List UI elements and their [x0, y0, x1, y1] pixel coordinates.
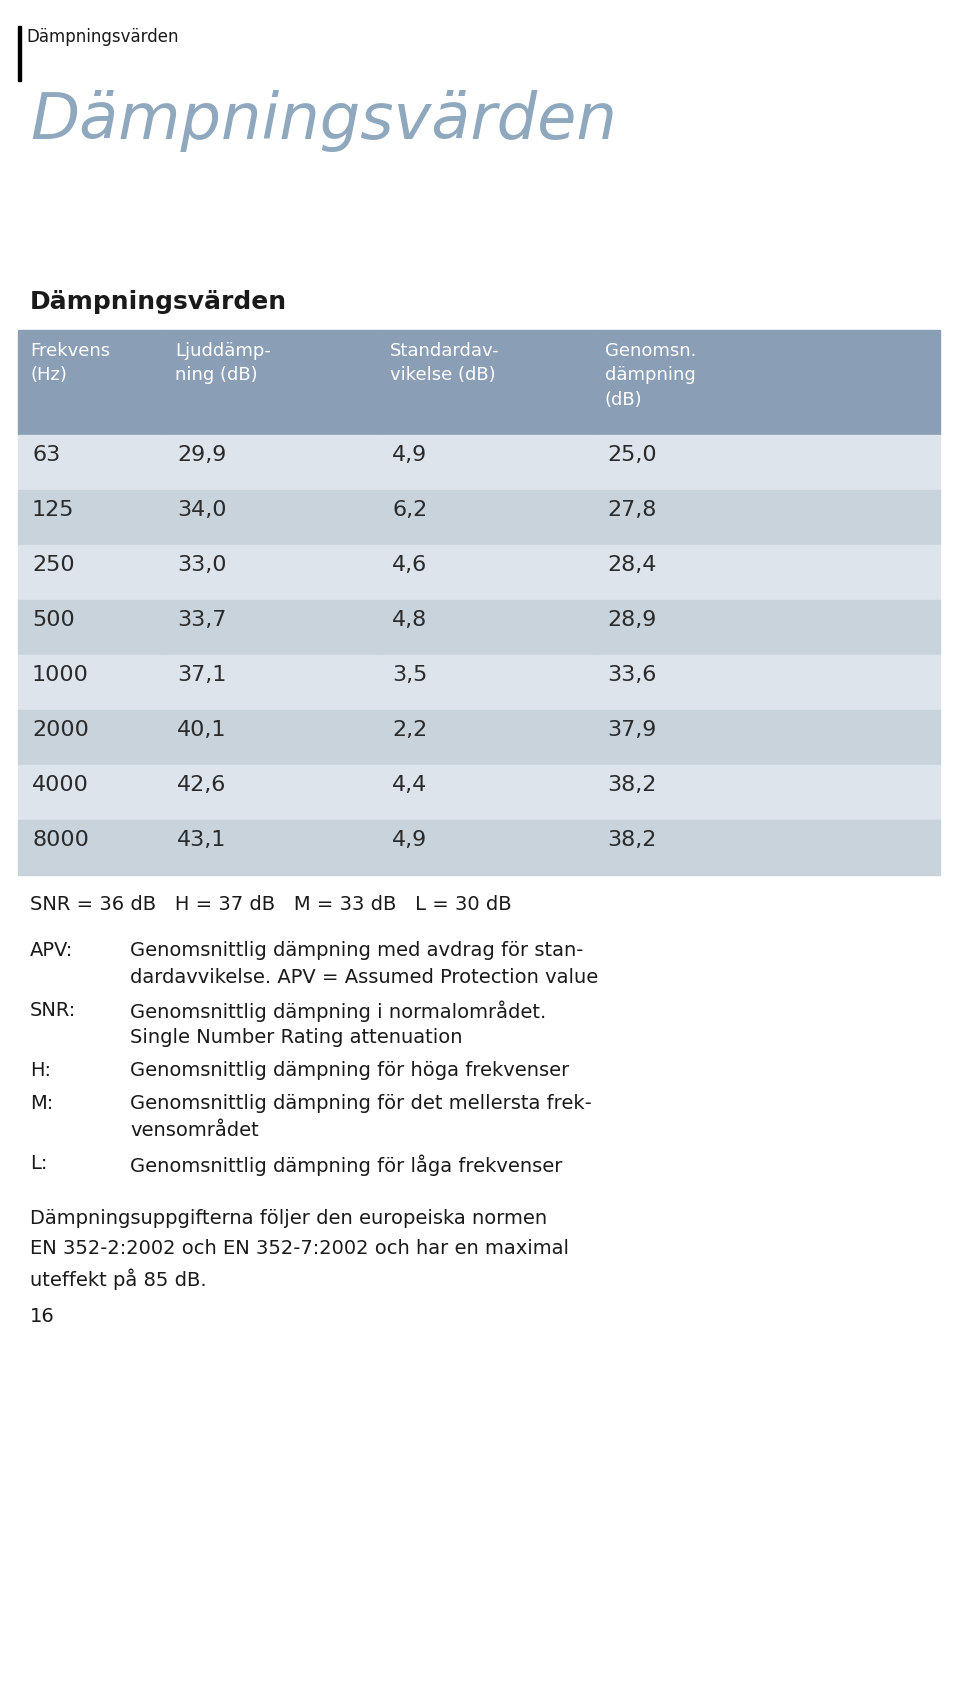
Bar	[378, 434, 593, 490]
Bar	[18, 655, 163, 711]
Text: 27,8: 27,8	[607, 500, 657, 520]
Text: 1000: 1000	[32, 665, 89, 685]
Bar	[18, 330, 163, 434]
Text: uteffekt på 85 dB.: uteffekt på 85 dB.	[30, 1270, 206, 1290]
Bar	[18, 600, 163, 655]
Text: 500: 500	[32, 610, 75, 630]
Text: Genomsnittlig dämpning i normalområdet.: Genomsnittlig dämpning i normalområdet.	[130, 1000, 546, 1022]
Text: 33,0: 33,0	[177, 556, 227, 574]
Bar	[163, 655, 378, 711]
Bar	[378, 655, 593, 711]
Text: Genomsn.
dämpning
(dB): Genomsn. dämpning (dB)	[605, 342, 696, 409]
Bar	[18, 546, 163, 600]
Bar	[378, 330, 593, 434]
Bar	[593, 711, 940, 765]
Text: 4000: 4000	[32, 775, 89, 795]
Bar	[378, 765, 593, 820]
Bar	[593, 546, 940, 600]
Bar	[18, 434, 163, 490]
Text: Ljuddämp-
ning (dB): Ljuddämp- ning (dB)	[175, 342, 271, 384]
Bar	[593, 655, 940, 711]
Text: 29,9: 29,9	[177, 445, 227, 465]
Text: 2,2: 2,2	[392, 721, 427, 739]
Text: 37,1: 37,1	[177, 665, 227, 685]
Text: 4,8: 4,8	[392, 610, 427, 630]
Text: APV:: APV:	[30, 941, 73, 960]
Text: 3,5: 3,5	[392, 665, 427, 685]
Text: 4,9: 4,9	[392, 445, 427, 465]
Text: 40,1: 40,1	[177, 721, 227, 739]
Text: Dämpningsvärden: Dämpningsvärden	[26, 29, 179, 45]
Text: SNR:: SNR:	[30, 1000, 76, 1021]
Text: 38,2: 38,2	[607, 775, 657, 795]
Text: 43,1: 43,1	[177, 830, 227, 850]
Text: Genomsnittlig dämpning med avdrag för stan-: Genomsnittlig dämpning med avdrag för st…	[130, 941, 584, 960]
Text: 33,7: 33,7	[177, 610, 227, 630]
Text: 125: 125	[32, 500, 75, 520]
Bar	[593, 765, 940, 820]
Bar	[18, 25, 21, 81]
Text: 33,6: 33,6	[607, 665, 657, 685]
Text: Dämpningsuppgifterna följer den europeiska normen: Dämpningsuppgifterna följer den europeis…	[30, 1209, 547, 1228]
Text: Genomsnittlig dämpning för det mellersta frek-: Genomsnittlig dämpning för det mellersta…	[130, 1095, 591, 1113]
Text: EN 352-2:2002 och EN 352-7:2002 och har en maximal: EN 352-2:2002 och EN 352-7:2002 och har …	[30, 1239, 569, 1258]
Bar	[593, 600, 940, 655]
Text: 28,4: 28,4	[607, 556, 657, 574]
Bar	[18, 820, 163, 876]
Text: Dämpningsvärden: Dämpningsvärden	[30, 89, 617, 152]
Text: 37,9: 37,9	[607, 721, 657, 739]
Text: 63: 63	[32, 445, 60, 465]
Bar	[378, 546, 593, 600]
Bar	[163, 765, 378, 820]
Text: 42,6: 42,6	[177, 775, 227, 795]
Text: Frekvens
(Hz): Frekvens (Hz)	[30, 342, 110, 384]
Text: L:: L:	[30, 1154, 47, 1174]
Bar	[163, 820, 378, 876]
Bar	[593, 820, 940, 876]
Text: M:: M:	[30, 1095, 53, 1113]
Text: 28,9: 28,9	[607, 610, 657, 630]
Text: H:: H:	[30, 1061, 51, 1079]
Text: Genomsnittlig dämpning för låga frekvenser: Genomsnittlig dämpning för låga frekvens…	[130, 1154, 563, 1175]
Bar	[593, 330, 940, 434]
Bar	[18, 490, 163, 546]
Text: 4,9: 4,9	[392, 830, 427, 850]
Text: Single Number Rating attenuation: Single Number Rating attenuation	[130, 1027, 463, 1047]
Text: 16: 16	[30, 1307, 55, 1325]
Bar	[163, 711, 378, 765]
Text: Standardav-
vikelse (dB): Standardav- vikelse (dB)	[390, 342, 499, 384]
Text: 250: 250	[32, 556, 75, 574]
Text: 4,6: 4,6	[392, 556, 427, 574]
Text: SNR = 36 dB   H = 37 dB   M = 33 dB   L = 30 dB: SNR = 36 dB H = 37 dB M = 33 dB L = 30 d…	[30, 894, 512, 914]
Text: vensområdet: vensområdet	[130, 1122, 259, 1140]
Bar	[378, 600, 593, 655]
Bar	[18, 711, 163, 765]
Text: Dämpningsvärden: Dämpningsvärden	[30, 290, 287, 313]
Text: dardavvikelse. APV = Assumed Protection value: dardavvikelse. APV = Assumed Protection …	[130, 968, 598, 987]
Text: 38,2: 38,2	[607, 830, 657, 850]
Text: 4,4: 4,4	[392, 775, 427, 795]
Bar	[378, 820, 593, 876]
Bar	[163, 546, 378, 600]
Bar	[163, 434, 378, 490]
Text: 8000: 8000	[32, 830, 89, 850]
Bar	[593, 490, 940, 546]
Bar	[163, 330, 378, 434]
Text: Genomsnittlig dämpning för höga frekvenser: Genomsnittlig dämpning för höga frekvens…	[130, 1061, 569, 1079]
Text: 34,0: 34,0	[177, 500, 227, 520]
Bar	[593, 434, 940, 490]
Text: 6,2: 6,2	[392, 500, 427, 520]
Bar	[378, 490, 593, 546]
Text: 2000: 2000	[32, 721, 89, 739]
Bar	[378, 711, 593, 765]
Bar	[163, 600, 378, 655]
Text: 25,0: 25,0	[607, 445, 657, 465]
Bar	[163, 490, 378, 546]
Bar	[18, 765, 163, 820]
